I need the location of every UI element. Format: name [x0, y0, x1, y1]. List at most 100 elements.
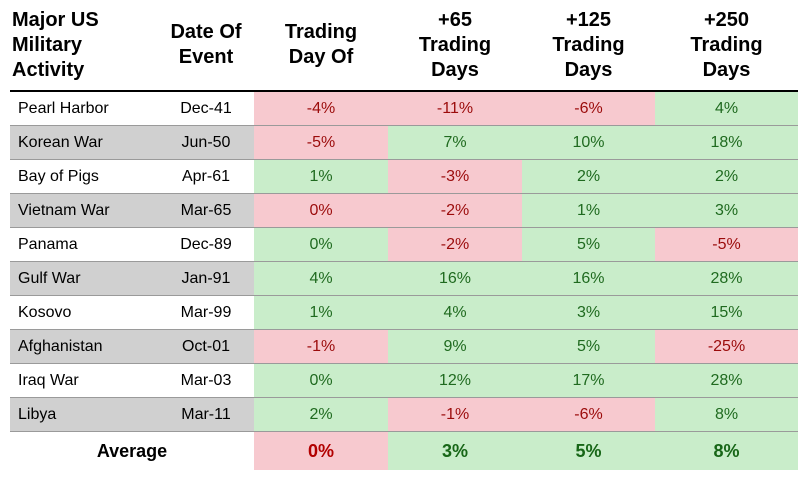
- table-row: Korean War Jun-50 -5% 7% 10% 18%: [10, 125, 798, 160]
- event-date-cell: Mar-99: [158, 295, 254, 330]
- average-cell-day-of: 0%: [254, 431, 388, 470]
- header-line: Trading: [552, 33, 625, 56]
- header-date: Date Of Event: [158, 0, 254, 92]
- return-cell-plus-125: 5%: [522, 329, 655, 364]
- return-cell-day-of: 0%: [254, 227, 388, 262]
- table-row: Afghanistan Oct-01 -1% 9% 5% -25%: [10, 329, 798, 364]
- header-line: Activity: [12, 58, 85, 81]
- return-cell-plus-250: -25%: [655, 329, 798, 364]
- table-row: Gulf War Jan-91 4% 16% 16% 28%: [10, 261, 798, 296]
- average-row: Average 0% 3% 5% 8%: [10, 431, 798, 470]
- event-date-cell: Mar-11: [158, 397, 254, 432]
- military-events-returns-table: Major US Military Activity Date Of Event Tr…: [10, 0, 798, 470]
- return-cell-plus-125: 2%: [522, 159, 655, 194]
- event-name-cell: Bay of Pigs: [10, 159, 158, 194]
- table-row: Iraq War Mar-03 0% 12% 17% 28%: [10, 363, 798, 398]
- event-name-cell: Vietnam War: [10, 193, 158, 228]
- return-cell-day-of: -5%: [254, 125, 388, 160]
- event-date-cell: Dec-89: [158, 227, 254, 262]
- return-cell-day-of: -1%: [254, 329, 388, 364]
- header-line: Major US: [12, 8, 99, 31]
- average-cell-plus-125: 5%: [522, 431, 655, 470]
- return-cell-plus-125: 16%: [522, 261, 655, 296]
- return-cell-plus-65: -11%: [388, 91, 522, 126]
- event-name-cell: Korean War: [10, 125, 158, 160]
- return-cell-plus-250: -5%: [655, 227, 798, 262]
- event-date-cell: Apr-61: [158, 159, 254, 194]
- return-cell-day-of: -4%: [254, 91, 388, 126]
- event-name-cell: Gulf War: [10, 261, 158, 296]
- table-row: Vietnam War Mar-65 0% -2% 1% 3%: [10, 193, 798, 228]
- header-line: Trading: [284, 21, 358, 43]
- header-line: Trading: [418, 33, 492, 56]
- average-label: Average: [96, 440, 168, 461]
- return-cell-day-of: 0%: [254, 363, 388, 398]
- average-cell-plus-250: 8%: [655, 431, 798, 470]
- header-line: Day Of: [288, 46, 354, 68]
- table-body: Pearl Harbor Dec-41 -4% -11% -6% 4% Korean War…: [10, 91, 798, 470]
- header-plus-250: +250 Trading Days: [655, 0, 798, 92]
- return-cell-plus-125: 17%: [522, 363, 655, 398]
- table-row: Panama Dec-89 0% -2% 5% -5%: [10, 227, 798, 262]
- event-name-cell: Kosovo: [10, 295, 158, 330]
- return-cell-plus-250: 4%: [655, 91, 798, 126]
- event-date-cell: Dec-41: [158, 91, 254, 126]
- header-line: Date Of: [170, 21, 242, 43]
- return-cell-plus-250: 2%: [655, 159, 798, 194]
- return-cell-plus-250: 8%: [655, 397, 798, 432]
- event-date-cell: Jan-91: [158, 261, 254, 296]
- header-line: +65: [438, 8, 472, 31]
- return-cell-plus-125: -6%: [522, 91, 655, 126]
- header-plus-65: +65 Trading Days: [388, 0, 522, 92]
- header-line: Days: [702, 58, 751, 81]
- return-cell-plus-125: 1%: [522, 193, 655, 228]
- return-cell-plus-250: 28%: [655, 363, 798, 398]
- return-cell-plus-250: 18%: [655, 125, 798, 160]
- return-cell-plus-250: 3%: [655, 193, 798, 228]
- return-cell-plus-65: -1%: [388, 397, 522, 432]
- return-cell-plus-65: -2%: [388, 193, 522, 228]
- return-cell-plus-65: -3%: [388, 159, 522, 194]
- table-row: Kosovo Mar-99 1% 4% 3% 15%: [10, 295, 798, 330]
- event-name-cell: Libya: [10, 397, 158, 432]
- header-row: Major US Military Activity Date Of Event Tr…: [10, 0, 798, 92]
- header-plus-125: +125 Trading Days: [522, 0, 655, 92]
- return-cell-plus-65: 16%: [388, 261, 522, 296]
- header-line: Days: [431, 58, 479, 81]
- return-cell-plus-250: 15%: [655, 295, 798, 330]
- header-line: Event: [178, 46, 234, 68]
- return-cell-day-of: 4%: [254, 261, 388, 296]
- return-cell-plus-65: 4%: [388, 295, 522, 330]
- return-cell-plus-65: 9%: [388, 329, 522, 364]
- event-date-cell: Mar-65: [158, 193, 254, 228]
- header-line: Days: [564, 58, 613, 81]
- returns-table-container: Major US Military Activity Date Of Event Tr…: [10, 0, 798, 470]
- table-row: Libya Mar-11 2% -1% -6% 8%: [10, 397, 798, 432]
- return-cell-plus-125: 3%: [522, 295, 655, 330]
- event-date-cell: Jun-50: [158, 125, 254, 160]
- header-line: +250: [703, 8, 750, 31]
- return-cell-day-of: 2%: [254, 397, 388, 432]
- table-row: Bay of Pigs Apr-61 1% -3% 2% 2%: [10, 159, 798, 194]
- return-cell-plus-125: 10%: [522, 125, 655, 160]
- return-cell-plus-65: -2%: [388, 227, 522, 262]
- return-cell-day-of: 1%: [254, 159, 388, 194]
- return-cell-plus-65: 7%: [388, 125, 522, 160]
- event-name-cell: Panama: [10, 227, 158, 262]
- return-cell-plus-65: 12%: [388, 363, 522, 398]
- return-cell-plus-250: 28%: [655, 261, 798, 296]
- return-cell-plus-125: 5%: [522, 227, 655, 262]
- return-cell-day-of: 0%: [254, 193, 388, 228]
- event-name-cell: Afghanistan: [10, 329, 158, 364]
- table-row: Pearl Harbor Dec-41 -4% -11% -6% 4%: [10, 91, 798, 126]
- return-cell-plus-125: -6%: [522, 397, 655, 432]
- header-trading-day-of: Trading Day Of: [254, 0, 388, 92]
- header-activity: Major US Military Activity: [10, 0, 158, 92]
- header-line: Military: [12, 33, 83, 56]
- header-line: +125: [565, 8, 612, 31]
- event-name-cell: Pearl Harbor: [10, 91, 158, 126]
- event-date-cell: Mar-03: [158, 363, 254, 398]
- event-name-cell: Iraq War: [10, 363, 158, 398]
- event-date-cell: Oct-01: [158, 329, 254, 364]
- return-cell-day-of: 1%: [254, 295, 388, 330]
